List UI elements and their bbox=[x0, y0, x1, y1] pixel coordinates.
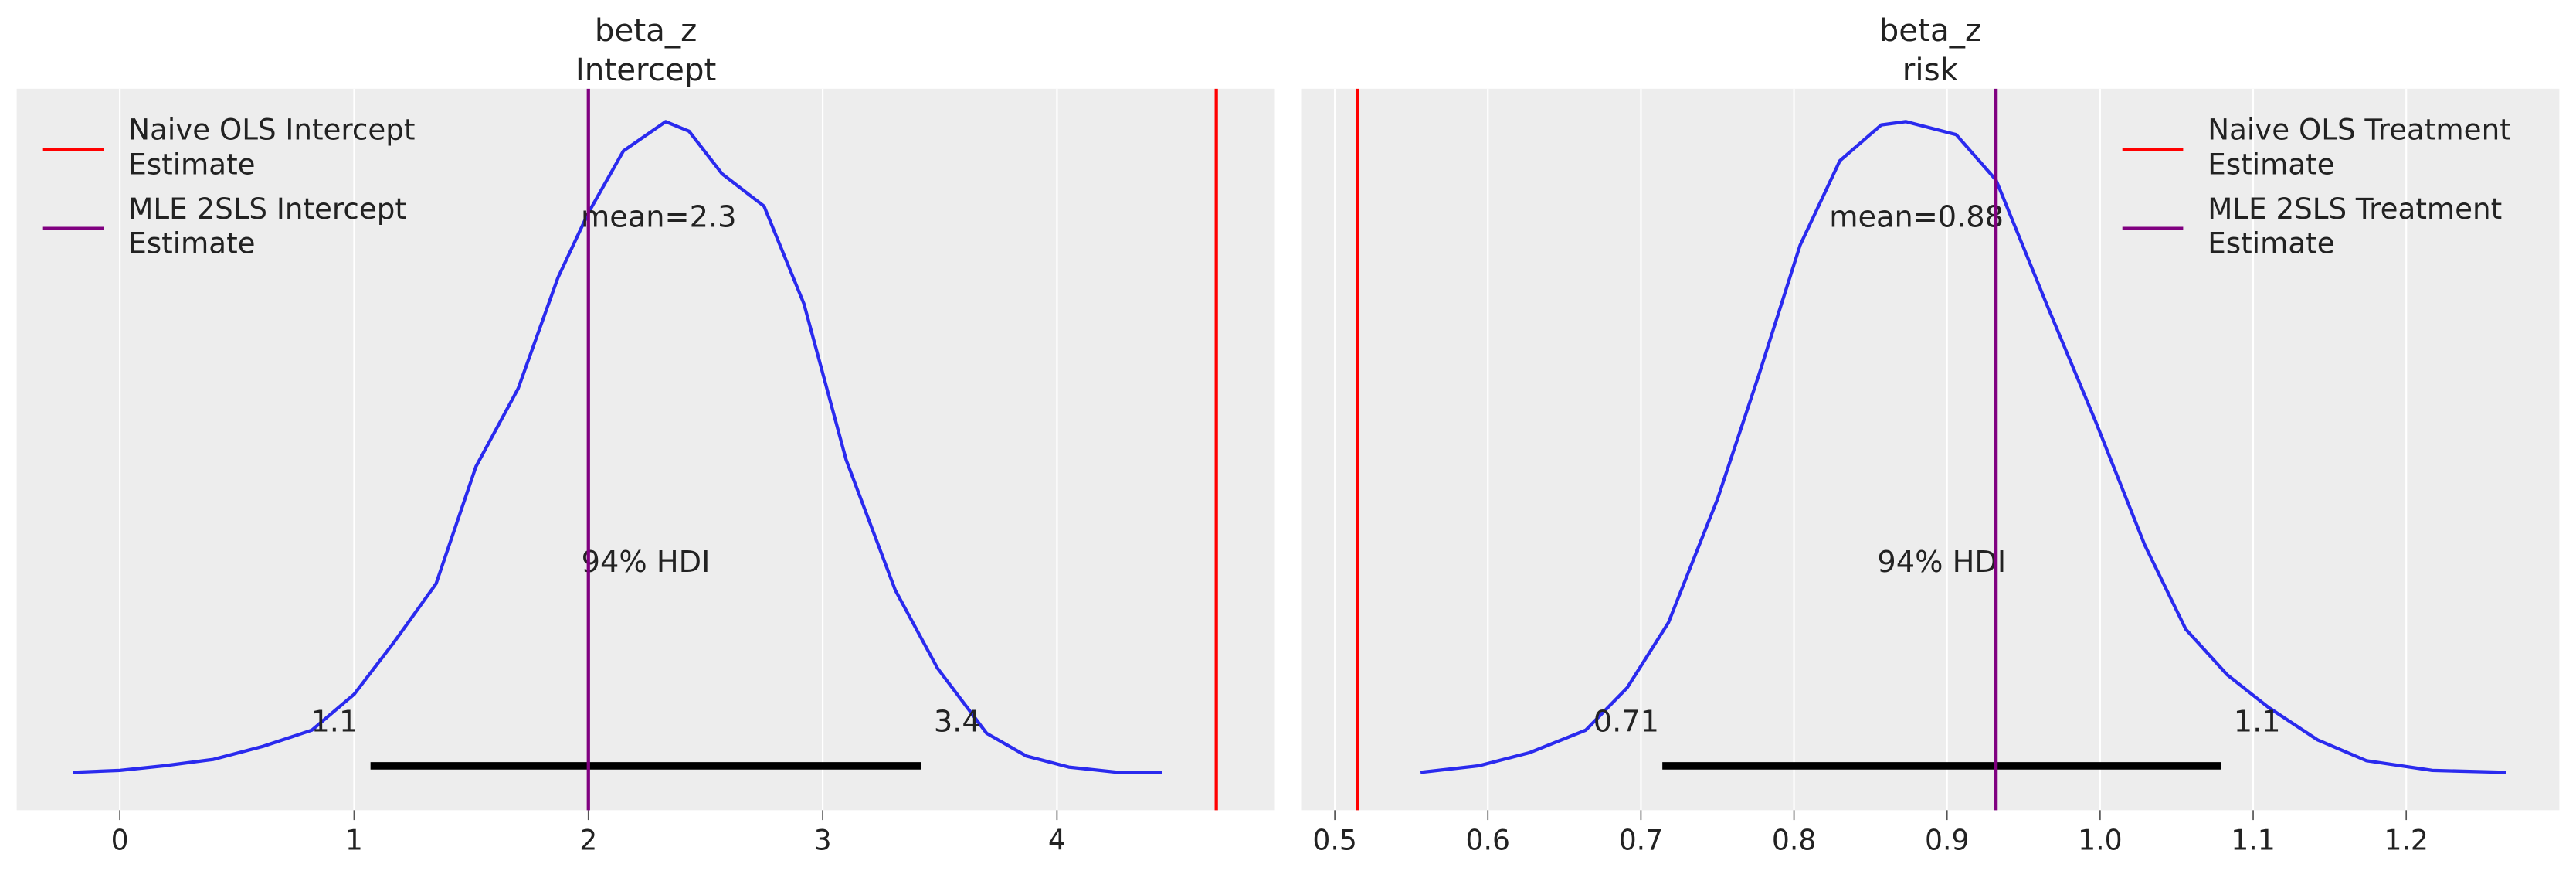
density-curve bbox=[73, 120, 1162, 774]
panel-title-line2: Intercept bbox=[575, 51, 716, 88]
legend-label-line2: Estimate bbox=[128, 226, 255, 260]
tick-label: 0.8 bbox=[1772, 823, 1816, 856]
mean-label: mean=2.3 bbox=[581, 199, 736, 234]
tick-label: 1.0 bbox=[2078, 823, 2122, 856]
panel-title-line2: risk bbox=[1902, 51, 1959, 88]
legend-label-line1: MLE 2SLS Intercept bbox=[128, 192, 406, 226]
legend-label-line1: Naive OLS Treatment bbox=[2208, 113, 2510, 147]
legend-label-line2: Estimate bbox=[128, 147, 255, 181]
plot-area bbox=[1301, 88, 2560, 811]
hdi-high-label: 1.1 bbox=[2234, 704, 2281, 739]
tick-label: 0.7 bbox=[1619, 823, 1663, 856]
density-curve bbox=[1420, 120, 2506, 774]
panel-title-line1: beta_z bbox=[1879, 12, 1981, 49]
panel-title-line1: beta_z bbox=[595, 12, 697, 49]
tick-label: 2 bbox=[579, 823, 597, 856]
tick-label: 3 bbox=[814, 823, 832, 856]
legend-label-line1: Naive OLS Intercept bbox=[128, 113, 415, 147]
plot-area bbox=[16, 88, 1275, 811]
hdi-label: 94% HDI bbox=[582, 545, 711, 580]
legend-label-line2: Estimate bbox=[2208, 147, 2334, 181]
tick-label: 0.5 bbox=[1312, 823, 1356, 856]
legend-label-line2: Estimate bbox=[2208, 226, 2334, 260]
tick-label: 0.9 bbox=[1925, 823, 1969, 856]
tick-label: 1.2 bbox=[2384, 823, 2428, 856]
tick-label: 1.1 bbox=[2231, 823, 2275, 856]
tick-label: 1 bbox=[345, 823, 363, 856]
mean-label: mean=0.88 bbox=[1829, 199, 2004, 234]
tick-label: 0 bbox=[111, 823, 129, 856]
hdi-low-label: 0.71 bbox=[1593, 704, 1659, 739]
hdi-high-label: 3.4 bbox=[934, 704, 981, 739]
tick-label: 4 bbox=[1048, 823, 1066, 856]
tick-label: 0.6 bbox=[1466, 823, 1510, 856]
hdi-low-label: 1.1 bbox=[311, 704, 358, 739]
hdi-label: 94% HDI bbox=[1877, 545, 2006, 580]
legend-label-line1: MLE 2SLS Treatment bbox=[2208, 192, 2502, 226]
